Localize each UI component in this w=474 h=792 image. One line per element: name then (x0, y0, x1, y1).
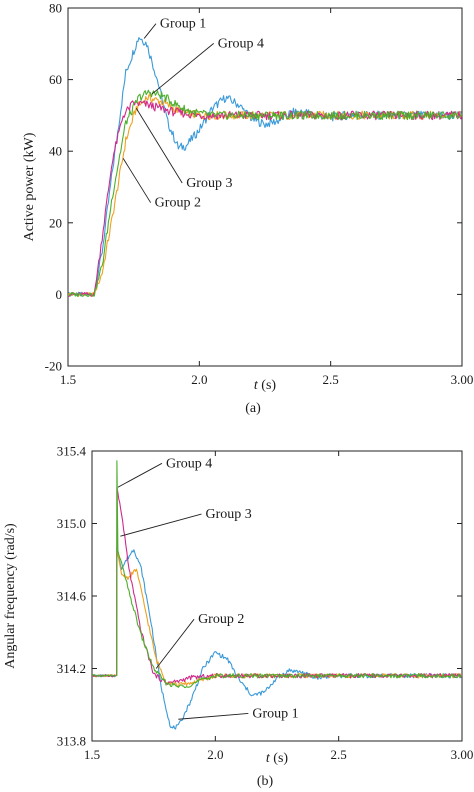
panel-a-y-axis-title: Active power (kW) (22, 132, 37, 241)
panel-b-annotation-leader (120, 513, 202, 537)
panel-b-x-axis-title: t (s) (266, 751, 289, 766)
panel-b-series-group-4 (92, 460, 462, 689)
panel-b-y-tick-label: 315.0 (57, 516, 86, 531)
panel-a-y-tick-label: 40 (49, 144, 62, 159)
panel-b-annotation-leader (117, 462, 163, 488)
panel-b-label: (b) (257, 774, 274, 789)
panel-b-plot-frame (91, 450, 463, 742)
panel-b-series-group-1 (92, 547, 462, 730)
panel-b-annotation-label: Group 4 (166, 456, 212, 471)
panel-a-annotation-leader (122, 158, 152, 203)
panel-a-series-group-3 (68, 100, 462, 297)
panel-a-x-tick-label: 1.5 (60, 372, 76, 387)
panel-b-y-tick-label: 314.2 (57, 661, 86, 676)
panel-a-x-tick-label: 2.0 (191, 372, 207, 387)
panel-b-x-tick-label: 2.0 (207, 747, 223, 762)
panel-b-x-tick-label: 3.00 (451, 747, 474, 762)
panel-b-x-tick-label: 1.5 (84, 747, 100, 762)
panel-a-series-group-2 (68, 93, 462, 298)
panel-a-y-tick-label: 60 (49, 72, 62, 87)
panel-a-annotation-label: Group 2 (155, 196, 201, 211)
panel-b-series-group-3 (92, 486, 462, 685)
panel-a-annotation-leader (135, 108, 183, 184)
panel-a-plot-frame (67, 7, 463, 367)
panel-a-label: (a) (245, 401, 261, 416)
panel-a-annotation-leader (151, 43, 215, 95)
panel-a-series-group-4 (68, 89, 462, 297)
panel-a-series-group-1 (68, 37, 462, 297)
panel-b-y-tick-label: 315.4 (57, 444, 87, 459)
panel-b-annotation-label: Group 3 (205, 507, 251, 522)
panel-a-y-tick-label: 80 (49, 1, 62, 16)
panel-a-y-tick-label: 0 (56, 287, 63, 302)
panel-a-annotation-label: Group 3 (186, 176, 232, 191)
panel-b-y-tick-label: 314.6 (57, 589, 87, 604)
panel-b-y-axis-title: Angular frequency (rad/s) (3, 523, 18, 669)
panel-b-series-group-2 (92, 551, 462, 687)
panel-b-annotation-label: Group 1 (252, 706, 298, 721)
panel-a-annotation-leader (143, 23, 157, 39)
panel-b-annotation-leader (178, 712, 249, 720)
panel-a-x-axis-title: t (s) (254, 378, 277, 393)
panel-a-x-tick-label: 3.00 (451, 372, 474, 387)
panel-b-annotation-label: Group 2 (198, 612, 244, 627)
panel-a-annotation-label: Group 4 (218, 36, 264, 51)
panel-b-x-tick-label: 2.5 (331, 747, 347, 762)
panel-b-y-tick-label: 313.8 (57, 734, 86, 749)
panel-a-annotation-label: Group 1 (160, 17, 206, 32)
panel-a-active-power-chart: 1.5 2.0 2.5 3.00 -20 0 20 40 60 80 t (s) Active pow… (22, 1, 473, 417)
panel-a-y-tick-label: 20 (49, 215, 62, 230)
panel-b-angular-frequency-chart: 1.5 2.0 2.5 3.00 313.8 314.2 314.6 315.0 315.4 t … (3, 444, 473, 790)
panel-a-y-tick-label: -20 (45, 359, 62, 374)
panel-a-x-tick-label: 2.5 (323, 372, 339, 387)
panel-b-annotation-leader (155, 618, 195, 669)
